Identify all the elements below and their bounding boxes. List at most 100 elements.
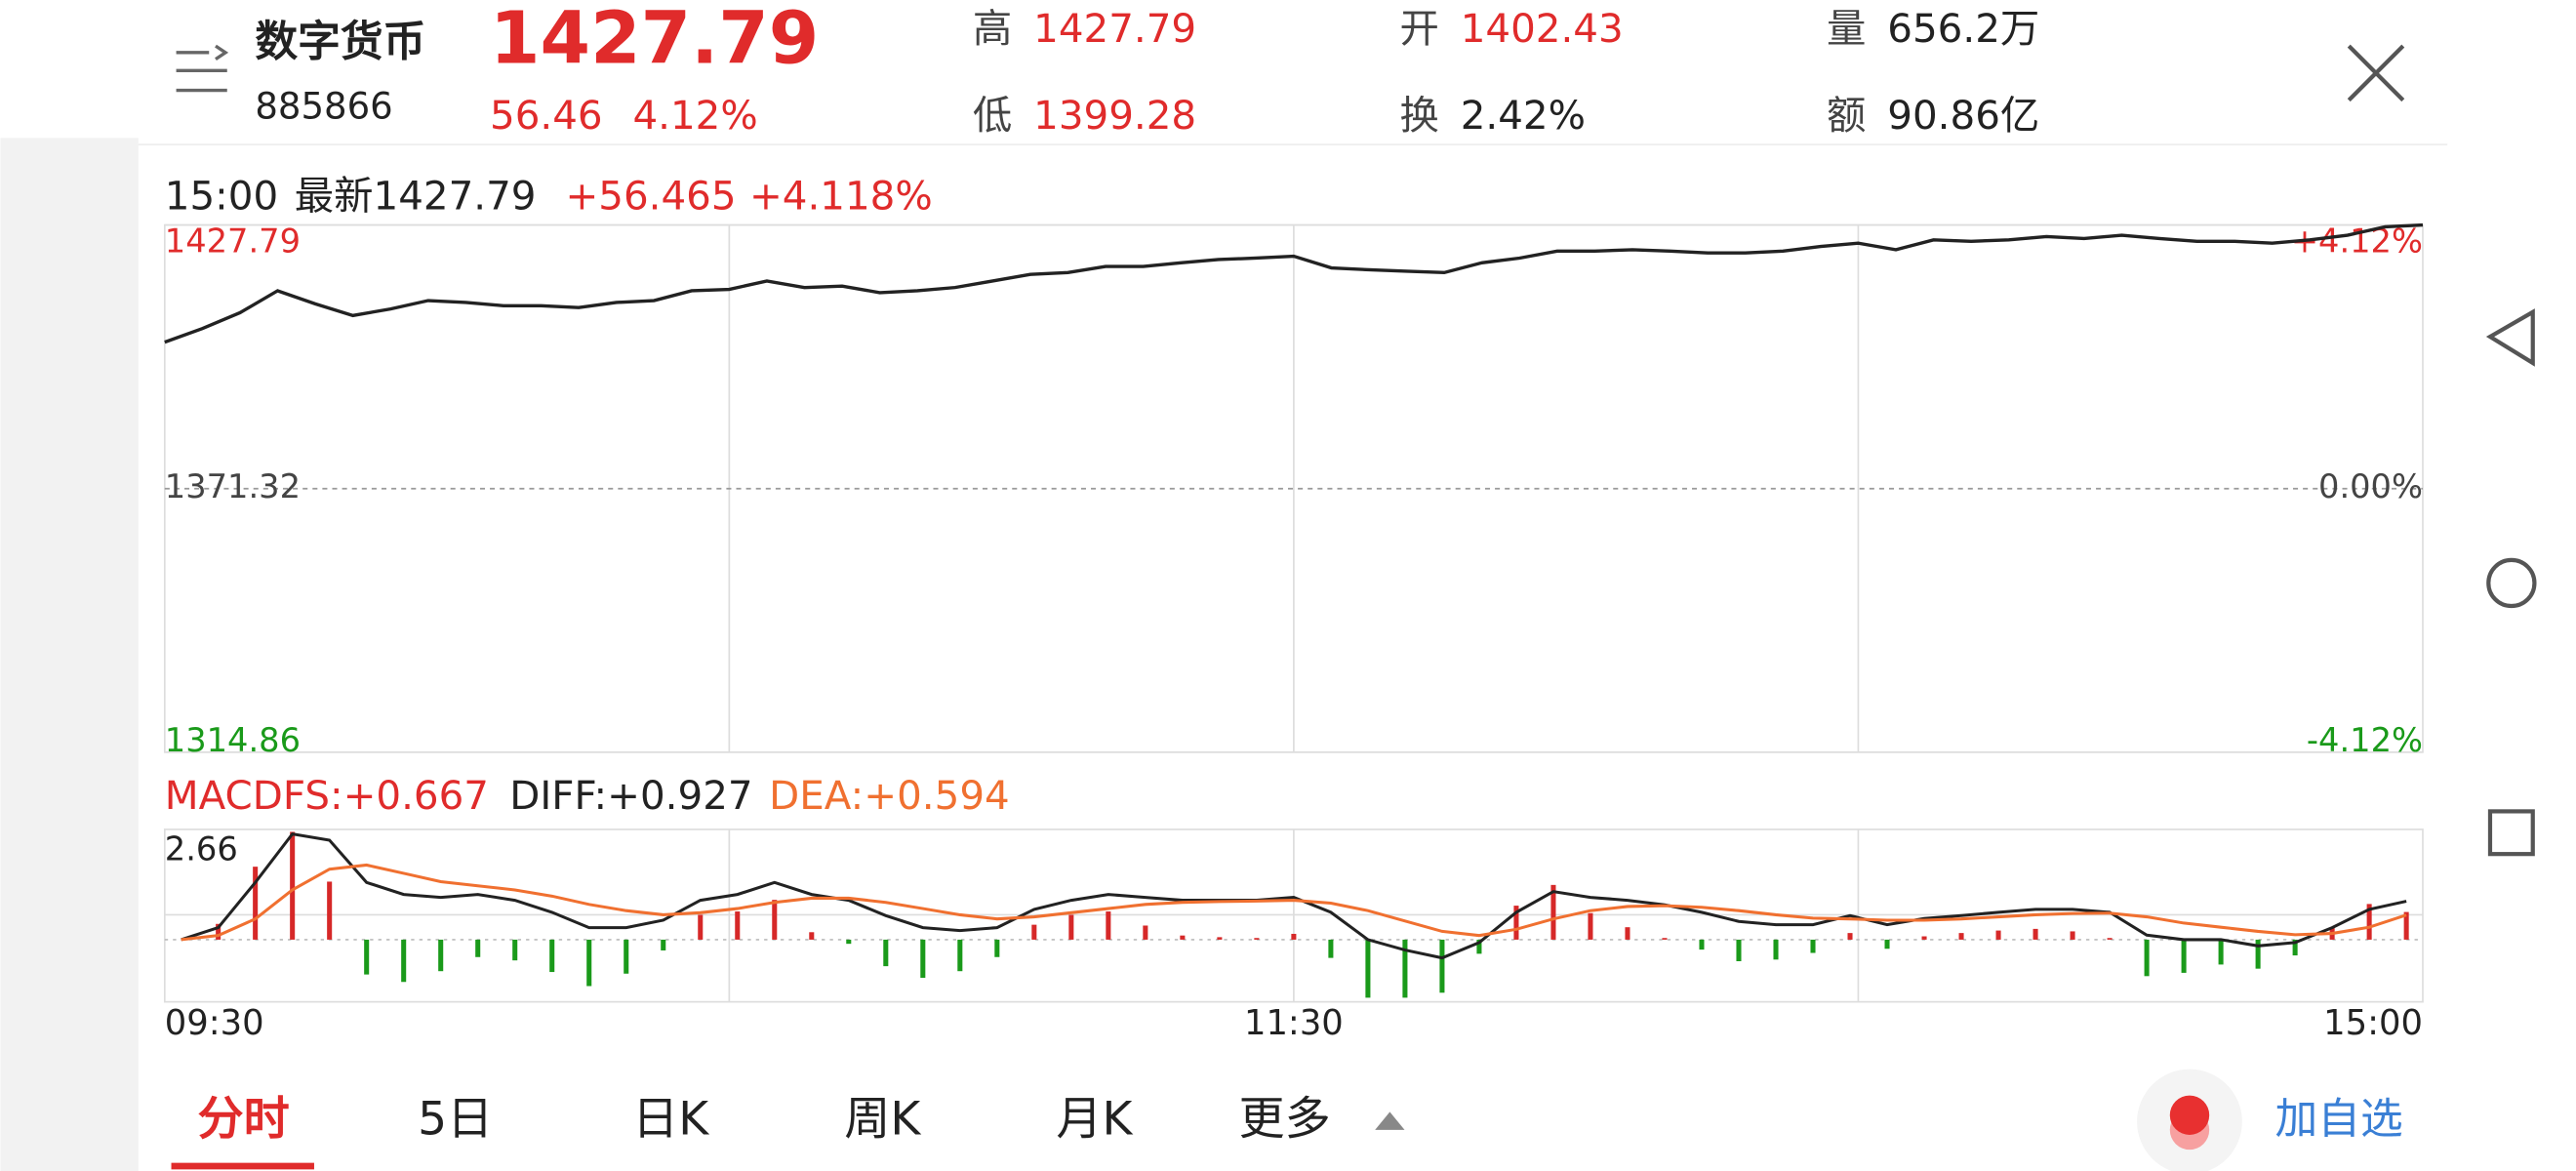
title: 数字货币 [255, 17, 425, 66]
macd-bar [2255, 939, 2261, 969]
stat-value: 1427.79 [1033, 6, 1196, 52]
menu-icon[interactable] [176, 44, 229, 93]
macd-bar [401, 939, 407, 983]
info-latest: 最新1427.79 [295, 174, 537, 220]
macd-bar [994, 939, 1000, 957]
macd-bar [2218, 939, 2224, 965]
stat-label: 低 [973, 93, 1012, 139]
macd-bar [2292, 939, 2298, 956]
y2-tick-label: -4.12% [2307, 721, 2423, 759]
more-arrow[interactable] [1375, 1111, 1405, 1130]
y2-tick-label: 0.00% [2318, 467, 2423, 505]
nav-bar [2485, 308, 2537, 857]
macd-bar [512, 939, 518, 961]
y-tick-label: 2.66 [165, 829, 238, 868]
y-tick-label: 1371.32 [165, 467, 301, 505]
info-change-pct: +4.118% [749, 174, 933, 220]
info-time: 15:00 [165, 174, 278, 220]
y-tick-label: 1314.86 [165, 721, 301, 759]
macd-bar [772, 900, 778, 940]
nav-back[interactable] [2485, 308, 2535, 367]
tab[interactable]: 周K [844, 1093, 921, 1147]
macd-bar [1810, 939, 1816, 953]
macd-bar [809, 932, 815, 940]
macd-bar [1625, 927, 1630, 940]
price-line [164, 222, 2424, 344]
close-button[interactable] [2347, 44, 2405, 102]
macd-bar [1921, 936, 1927, 940]
macd-bar [698, 914, 704, 940]
macd-bar [846, 939, 852, 945]
legend-entry: MACDFS:+0.667 [165, 773, 489, 819]
macd-bar [1402, 939, 1408, 998]
macd-bar [438, 939, 444, 972]
macd-bar [1995, 930, 2001, 940]
stat-label: 量 [1827, 6, 1866, 52]
macd-bar [1773, 939, 1779, 960]
macd-bar [2403, 911, 2409, 940]
stat-value: 1402.43 [1461, 6, 1624, 52]
stat-label: 额 [1827, 93, 1866, 139]
x-tick-label: 11:30 [1244, 1003, 1344, 1043]
change-pct: 4.12% [632, 93, 757, 139]
code: 885866 [255, 86, 392, 128]
tab[interactable]: 日K [632, 1093, 709, 1147]
macd-bar [1031, 924, 1037, 940]
macd-bar [2033, 928, 2038, 940]
macd-bar [1254, 938, 1260, 940]
macd-bar [2107, 938, 2113, 940]
stat-label: 高 [973, 6, 1012, 52]
macd-bar [2181, 939, 2187, 973]
stat-value: 1399.28 [1033, 93, 1196, 139]
stat-label: 换 [1399, 93, 1438, 139]
change: 56.46 [490, 93, 603, 139]
macd-bar [2070, 931, 2075, 940]
macd-bar [735, 911, 741, 940]
tab-bar [138, 1067, 2448, 1171]
macd-bar [883, 939, 889, 967]
macd-line [181, 831, 2407, 960]
macd-bar [290, 831, 296, 940]
stat-value: 2.42% [1461, 93, 1586, 139]
macd-bar [1513, 906, 1519, 940]
left-margin [0, 138, 139, 1171]
macd-bar [661, 939, 666, 950]
info-change: +56.465 [565, 174, 736, 220]
alert-dot [2169, 1095, 2210, 1135]
macd-bar [1588, 912, 1593, 940]
nav-home[interactable] [2486, 557, 2537, 609]
x-tick-label: 09:30 [165, 1003, 264, 1043]
nav-recent[interactable] [2487, 809, 2535, 857]
tab[interactable]: 更多 [1239, 1093, 1331, 1147]
macd-bar [364, 939, 370, 975]
macd-line [181, 863, 2407, 942]
macd-bar [957, 939, 963, 972]
macd-bar [216, 923, 221, 940]
macd-bar [253, 867, 259, 940]
legend-entry: DEA:+0.594 [769, 773, 1010, 819]
legend-entry: DIFF:+0.927 [509, 773, 752, 819]
macd-bar [475, 939, 481, 957]
add-watchlist[interactable]: 加自选 [2275, 1095, 2403, 1145]
tab[interactable]: 分时 [197, 1093, 289, 1147]
macd-bar [2144, 939, 2150, 977]
stat-value: 656.2万 [1887, 6, 2039, 52]
tab[interactable]: 月K [1056, 1093, 1133, 1147]
macd-bar [1662, 938, 1668, 940]
stat-label: 开 [1399, 6, 1438, 52]
tab[interactable]: 5日 [418, 1093, 493, 1147]
macd-bar [1068, 914, 1074, 940]
macd-bar [1365, 939, 1371, 998]
macd-bar [1736, 939, 1742, 962]
macd-bar [327, 881, 333, 940]
macd-bar [1291, 933, 1297, 940]
x-tick-label: 15:00 [2323, 1003, 2423, 1043]
macd-bar [1106, 911, 1111, 940]
macd-bar [1217, 937, 1223, 940]
y-tick-label: 1427.79 [165, 222, 301, 261]
macd-bar [1847, 933, 1853, 940]
macd-bar [1699, 939, 1705, 950]
macd-bar [2366, 904, 2372, 940]
